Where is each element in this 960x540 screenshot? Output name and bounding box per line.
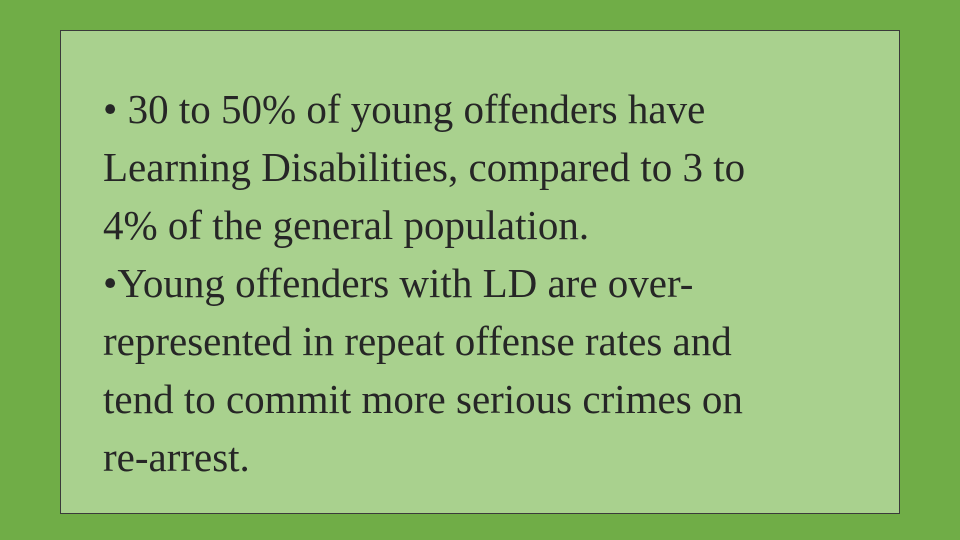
bullet-line: • 30 to 50% of young offenders have — [103, 86, 706, 132]
bullet: •Young offenders with LD are over-repres… — [103, 254, 903, 486]
bullet-line: re-arrest. — [103, 434, 250, 480]
bullet-list: • 30 to 50% of young offenders have Learn… — [103, 80, 903, 486]
bullet: • 30 to 50% of young offenders have Learn… — [103, 80, 903, 254]
bullet-line: Learning Disabilities, compared to 3 to — [103, 144, 746, 190]
bullet-line: •Young offenders with LD are over- — [103, 260, 694, 306]
bullet-line: represented in repeat offense rates and — [103, 318, 732, 364]
bullet-line: 4% of the general population. — [103, 202, 590, 248]
text-panel — [60, 30, 900, 514]
bullet-line: tend to commit more serious crimes on — [103, 376, 743, 422]
